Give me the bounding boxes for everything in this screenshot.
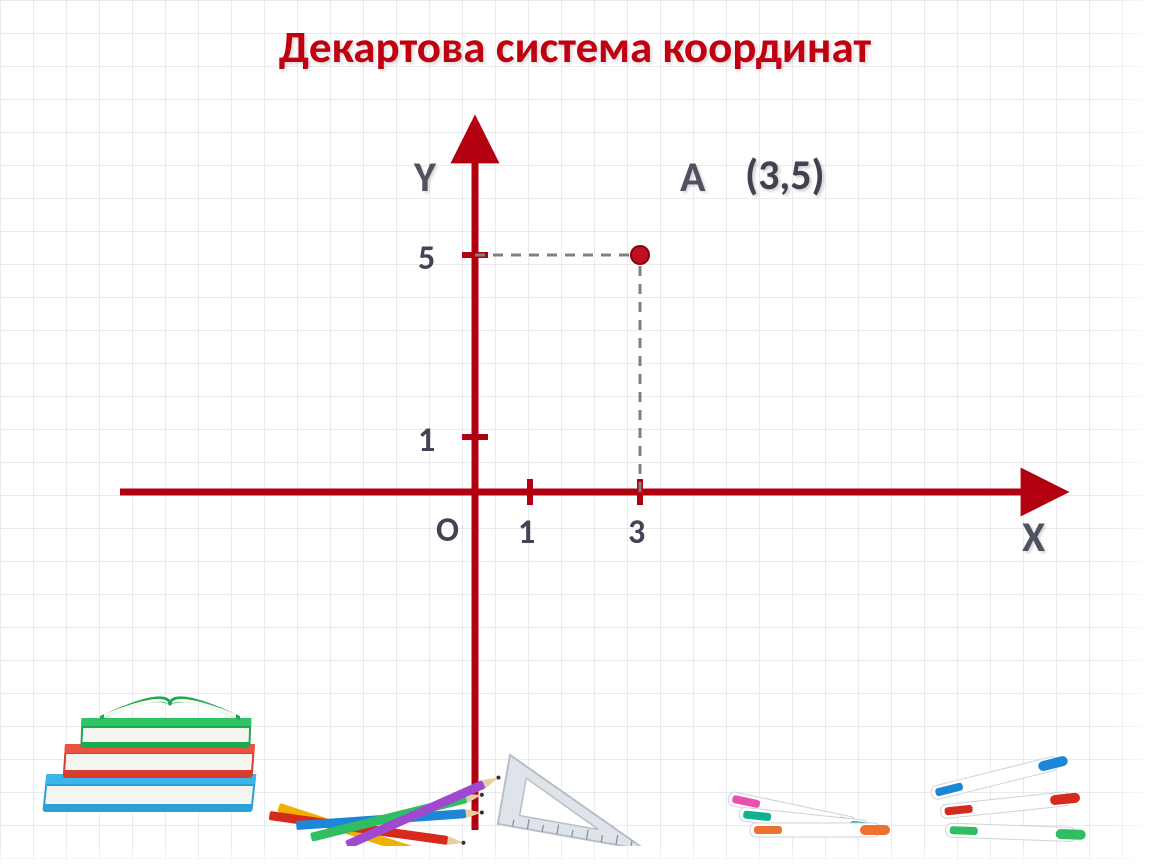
- origin-label: O: [436, 510, 459, 551]
- point-a-coords: (3,5): [745, 150, 825, 201]
- stationery-icon: [240, 751, 1120, 846]
- point-a: [631, 246, 649, 264]
- point-a-label: A: [680, 152, 705, 203]
- y-tick-label-1: 1: [418, 420, 435, 461]
- y-tick-label-5: 5: [418, 238, 435, 279]
- x-tick-label-3: 3: [628, 512, 645, 553]
- slide: Декартова система координат Y X O: [0, 0, 1150, 864]
- x-axis-label: X: [1022, 512, 1045, 563]
- x-tick-label-1: 1: [518, 512, 535, 553]
- y-axis-label: Y: [414, 152, 436, 203]
